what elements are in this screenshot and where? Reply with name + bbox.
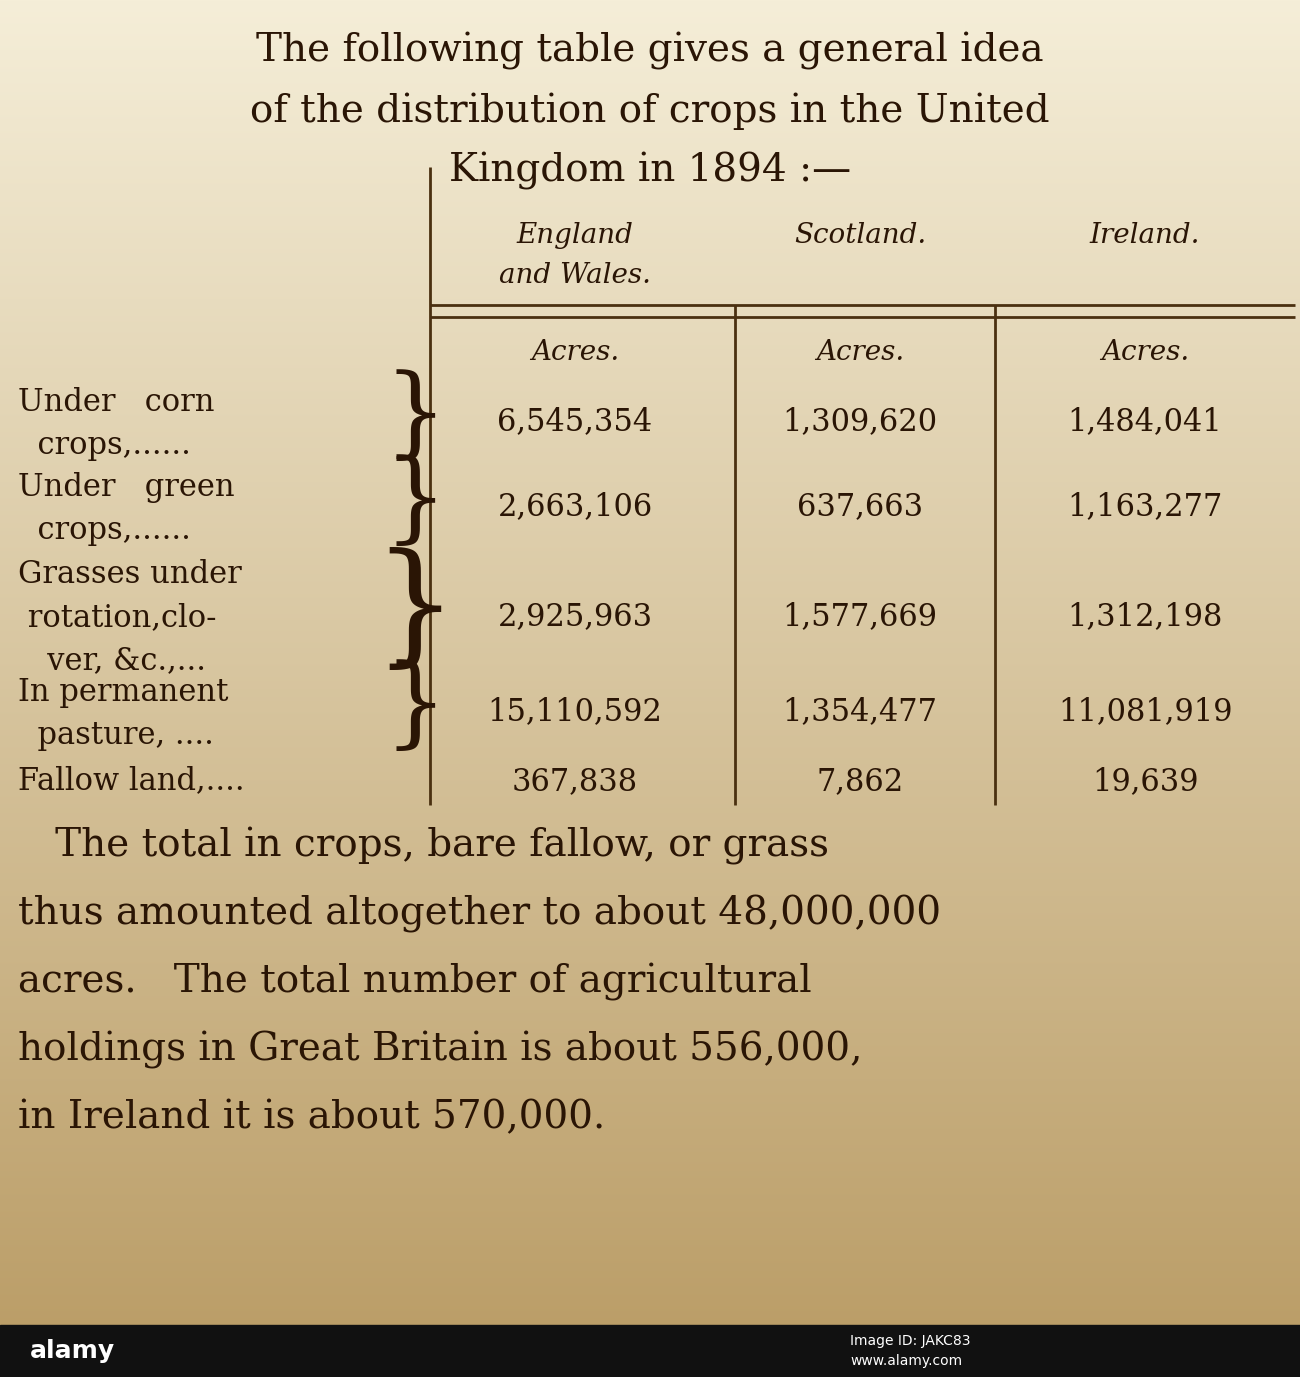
Text: }: } [384, 370, 447, 467]
Text: crops,......: crops,...... [18, 430, 191, 461]
Text: and Wales.: and Wales. [499, 262, 651, 289]
Text: }: } [373, 548, 458, 676]
Text: 2,663,106: 2,663,106 [498, 492, 653, 522]
Text: Ireland.: Ireland. [1089, 222, 1200, 249]
Text: 6,545,354: 6,545,354 [498, 406, 653, 438]
Text: alamy: alamy [30, 1338, 116, 1363]
Text: }: } [384, 661, 447, 756]
Text: 1,309,620: 1,309,620 [783, 406, 937, 438]
Text: 637,663: 637,663 [797, 492, 923, 522]
Text: Kingdom in 1894 :—: Kingdom in 1894 :— [448, 151, 852, 190]
Text: 11,081,919: 11,081,919 [1058, 697, 1232, 727]
Text: thus amounted altogether to about 48,000,000: thus amounted altogether to about 48,000… [18, 895, 941, 934]
Text: }: } [384, 456, 447, 551]
Text: 7,862: 7,862 [816, 767, 903, 797]
Text: The total in crops, bare fallow, or grass: The total in crops, bare fallow, or gras… [18, 828, 829, 865]
Text: 1,354,477: 1,354,477 [783, 697, 937, 727]
Text: Acres.: Acres. [1101, 339, 1190, 366]
Text: in Ireland it is about 570,000.: in Ireland it is about 570,000. [18, 1099, 606, 1136]
Text: ver, &c.,...: ver, &c.,... [18, 644, 205, 676]
Text: crops,......: crops,...... [18, 515, 191, 547]
Text: www.alamy.com: www.alamy.com [850, 1355, 962, 1369]
Text: acres.   The total number of agricultural: acres. The total number of agricultural [18, 963, 811, 1001]
Text: In permanent: In permanent [18, 677, 229, 708]
Text: pasture, ....: pasture, .... [18, 720, 214, 750]
Text: 2,925,963: 2,925,963 [498, 602, 653, 632]
Text: 19,639: 19,639 [1092, 767, 1199, 797]
Text: 367,838: 367,838 [512, 767, 638, 797]
Text: 1,577,669: 1,577,669 [783, 602, 937, 632]
Text: of the distribution of crops in the United: of the distribution of crops in the Unit… [250, 92, 1050, 129]
Text: The following table gives a general idea: The following table gives a general idea [256, 32, 1044, 70]
Bar [0, 1325, 1300, 1377]
Text: holdings in Great Britain is about 556,000,: holdings in Great Britain is about 556,0… [18, 1031, 862, 1069]
Text: Scotland.: Scotland. [794, 222, 926, 249]
Text: 1,484,041: 1,484,041 [1067, 406, 1222, 438]
Text: Grasses under: Grasses under [18, 559, 242, 589]
Text: 15,110,592: 15,110,592 [488, 697, 663, 727]
Text: rotation,clo-: rotation,clo- [18, 602, 217, 633]
Text: Fallow land,....: Fallow land,.... [18, 766, 244, 796]
Text: Image ID: JAKC83: Image ID: JAKC83 [850, 1333, 971, 1348]
Text: England: England [516, 222, 633, 249]
Text: 1,312,198: 1,312,198 [1067, 602, 1223, 632]
Text: Under   green: Under green [18, 472, 234, 503]
Text: Acres.: Acres. [816, 339, 903, 366]
Text: Under   corn: Under corn [18, 387, 214, 419]
Text: Acres.: Acres. [530, 339, 619, 366]
Text: 1,163,277: 1,163,277 [1067, 492, 1223, 522]
